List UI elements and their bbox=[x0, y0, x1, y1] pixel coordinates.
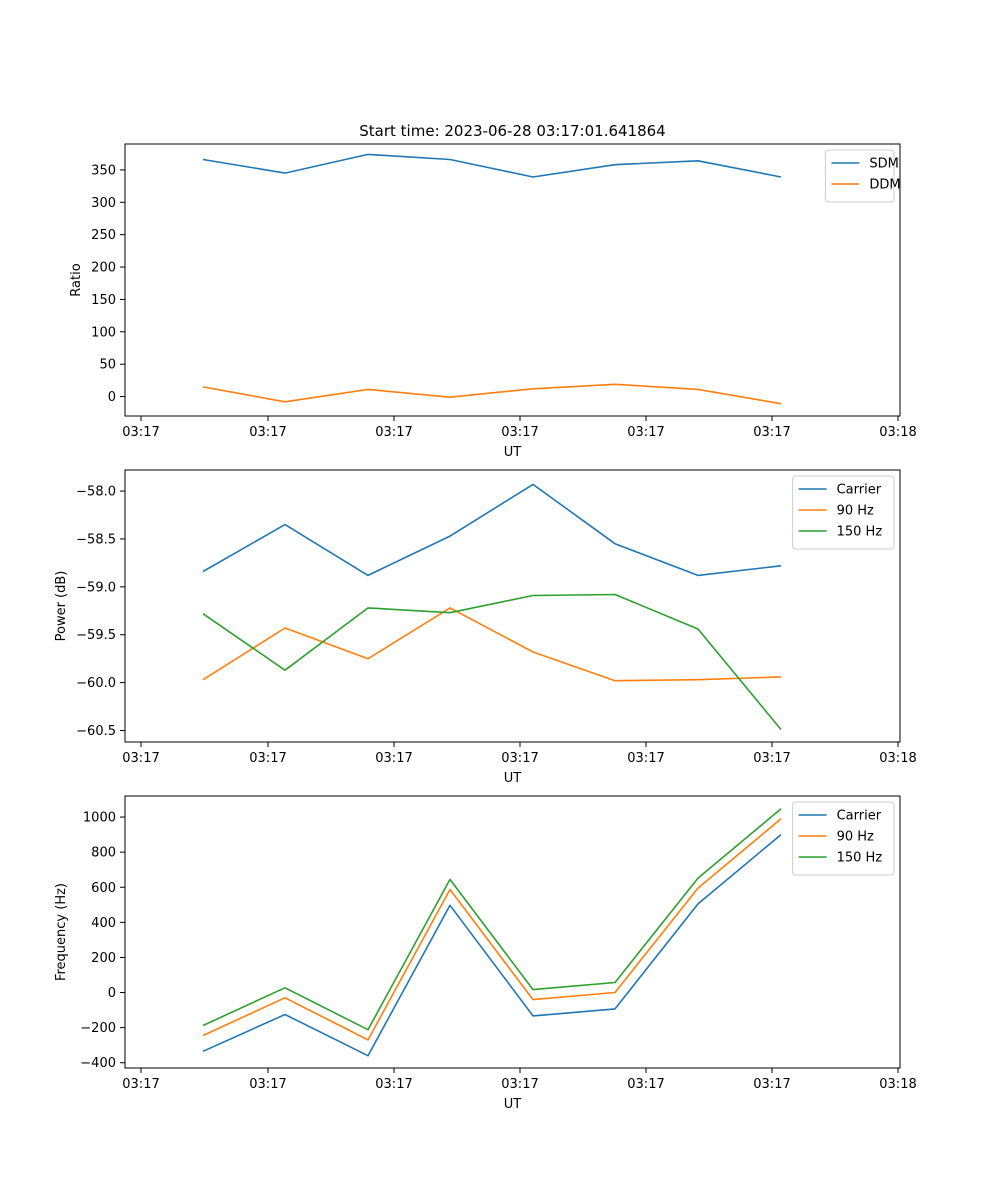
x-tick-label: 03:17 bbox=[753, 751, 790, 766]
legend: SDM DDM bbox=[824, 149, 901, 203]
x-tick-label: 03:17 bbox=[627, 1077, 664, 1092]
y-axis-label: Frequency (Hz) bbox=[54, 883, 69, 981]
axes-frame bbox=[124, 469, 901, 743]
y-tick-label: 400 bbox=[91, 916, 116, 931]
series-line-150-hz bbox=[202, 593, 782, 731]
legend-label: 150 Hz bbox=[837, 525, 883, 540]
x-tick-label: 03:18 bbox=[879, 751, 916, 766]
x-tick-label: 03:17 bbox=[249, 425, 286, 440]
series-line-sdm bbox=[202, 153, 782, 178]
legend: Carrier 90 Hz 150 Hz bbox=[792, 475, 895, 550]
y-tick-label: −59.0 bbox=[76, 580, 116, 595]
y-axis-label: Ratio bbox=[69, 263, 84, 296]
chart-panel-1: Start time: 2023-06-28 03:17:01.64186403… bbox=[69, 122, 917, 460]
y-axis-label: Power (dB) bbox=[54, 571, 69, 642]
x-axis-label: UT bbox=[504, 771, 522, 786]
axes-frame bbox=[124, 795, 901, 1069]
x-tick-label: 03:17 bbox=[501, 751, 538, 766]
y-tick-label: −58.0 bbox=[76, 485, 116, 500]
x-axis-label: UT bbox=[504, 445, 522, 460]
y-tick-label: −60.0 bbox=[76, 676, 116, 691]
x-tick-label: 03:17 bbox=[501, 425, 538, 440]
y-tick-label: 0 bbox=[108, 390, 116, 405]
legend-label: 90 Hz bbox=[837, 830, 874, 845]
chart-panel-3: 03:17 03:17 03:17 03:17 03:17 03:17 03:18 −400 −… bbox=[54, 795, 917, 1112]
x-tick-label: 03:17 bbox=[627, 751, 664, 766]
y-tick-label: 0 bbox=[108, 986, 116, 1001]
legend-label: DDM bbox=[869, 178, 900, 193]
legend-label: 90 Hz bbox=[837, 504, 874, 519]
x-axis-label: UT bbox=[504, 1097, 522, 1112]
x-tick-label: 03:17 bbox=[627, 425, 664, 440]
series-line-carrier bbox=[202, 483, 782, 577]
y-tick-label: 200 bbox=[91, 951, 116, 966]
axes-frame bbox=[124, 143, 901, 417]
x-tick-label: 03:17 bbox=[122, 751, 159, 766]
legend-label: 150 Hz bbox=[837, 851, 883, 866]
y-tick-label: −200 bbox=[80, 1021, 116, 1036]
x-tick-label: 03:17 bbox=[122, 425, 159, 440]
y-tick-label: −58.5 bbox=[76, 532, 116, 547]
y-tick-label: 250 bbox=[91, 228, 116, 243]
x-tick-label: 03:18 bbox=[879, 1077, 916, 1092]
x-tick-label: 03:17 bbox=[122, 1077, 159, 1092]
x-tick-label: 03:17 bbox=[501, 1077, 538, 1092]
y-tick-label: 600 bbox=[91, 881, 116, 896]
y-tick-label: 1000 bbox=[83, 811, 116, 826]
y-tick-label: 50 bbox=[99, 358, 116, 373]
x-tick-label: 03:18 bbox=[879, 425, 916, 440]
legend: Carrier 90 Hz 150 Hz bbox=[792, 801, 895, 876]
chart-title: Start time: 2023-06-28 03:17:01.641864 bbox=[359, 122, 665, 140]
x-tick-label: 03:17 bbox=[753, 1077, 790, 1092]
y-tick-label: 350 bbox=[91, 163, 116, 178]
y-tick-label: −400 bbox=[80, 1056, 116, 1071]
legend-label: Carrier bbox=[837, 809, 882, 824]
legend-label: SDM bbox=[869, 157, 898, 172]
x-tick-label: 03:17 bbox=[249, 1077, 286, 1092]
series-line-90-hz bbox=[202, 818, 782, 1041]
chart-panel-2: 03:17 03:17 03:17 03:17 03:17 03:17 03:18 −60.5… bbox=[54, 469, 917, 786]
series-line-90-hz bbox=[202, 607, 782, 682]
x-tick-label: 03:17 bbox=[375, 425, 412, 440]
series-line-carrier bbox=[202, 833, 782, 1057]
panels: Start time: 2023-06-28 03:17:01.64186403… bbox=[54, 122, 917, 1112]
x-tick-label: 03:17 bbox=[249, 751, 286, 766]
y-tick-label: 300 bbox=[91, 196, 116, 211]
legend-label: Carrier bbox=[837, 483, 882, 498]
series-line-ddm bbox=[202, 383, 782, 405]
x-tick-label: 03:17 bbox=[375, 751, 412, 766]
y-tick-label: 800 bbox=[91, 846, 116, 861]
y-tick-label: 200 bbox=[91, 261, 116, 276]
y-tick-label: 100 bbox=[91, 325, 116, 340]
y-tick-label: −59.5 bbox=[76, 628, 116, 643]
x-tick-label: 03:17 bbox=[753, 425, 790, 440]
y-tick-label: 150 bbox=[91, 293, 116, 308]
y-tick-label: −60.5 bbox=[76, 724, 116, 739]
x-tick-label: 03:17 bbox=[375, 1077, 412, 1092]
series-line-150-hz bbox=[202, 808, 782, 1031]
